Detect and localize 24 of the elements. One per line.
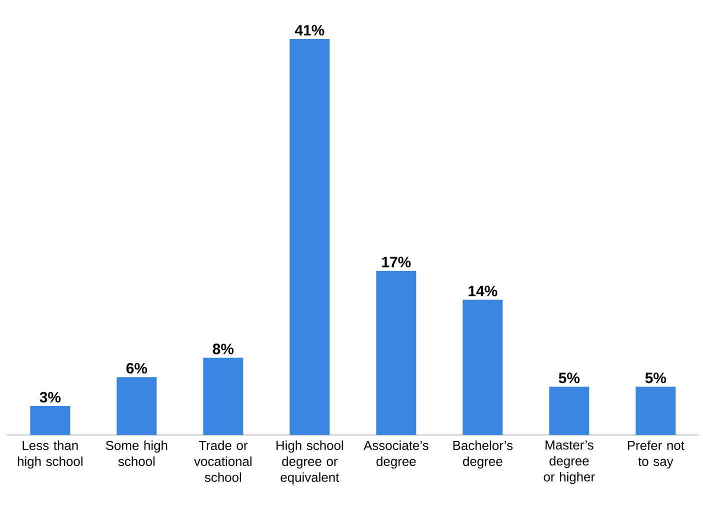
x-tick-label: Master’s degree or higher xyxy=(544,440,595,484)
bar xyxy=(203,358,244,436)
x-tick-label: Less than high school xyxy=(18,440,82,469)
data-label: 8% xyxy=(212,344,234,354)
data-label: 14% xyxy=(468,286,498,296)
bar xyxy=(290,39,330,436)
bar xyxy=(462,300,503,436)
bar xyxy=(30,406,70,436)
x-tick-label: Bachelor’s degree xyxy=(453,440,513,469)
data-label: 41% xyxy=(294,25,324,36)
bar xyxy=(636,386,676,436)
data-label: 6% xyxy=(126,362,148,374)
data-label: 3% xyxy=(40,392,61,403)
x-tick-label: Prefer not to say xyxy=(628,440,684,469)
x-tick-label: Associate’s degree xyxy=(364,440,428,469)
data-label: 5% xyxy=(645,372,666,384)
bar xyxy=(376,270,416,436)
x-tick-label: Trade or vocational school xyxy=(194,440,252,482)
x-tick-label: High school degree or equivalent xyxy=(276,440,343,484)
bar xyxy=(549,386,590,436)
bar xyxy=(116,377,157,436)
data-label: 5% xyxy=(558,372,580,384)
x-tick-label: Some high school xyxy=(106,440,168,466)
data-label: 17% xyxy=(382,256,411,268)
